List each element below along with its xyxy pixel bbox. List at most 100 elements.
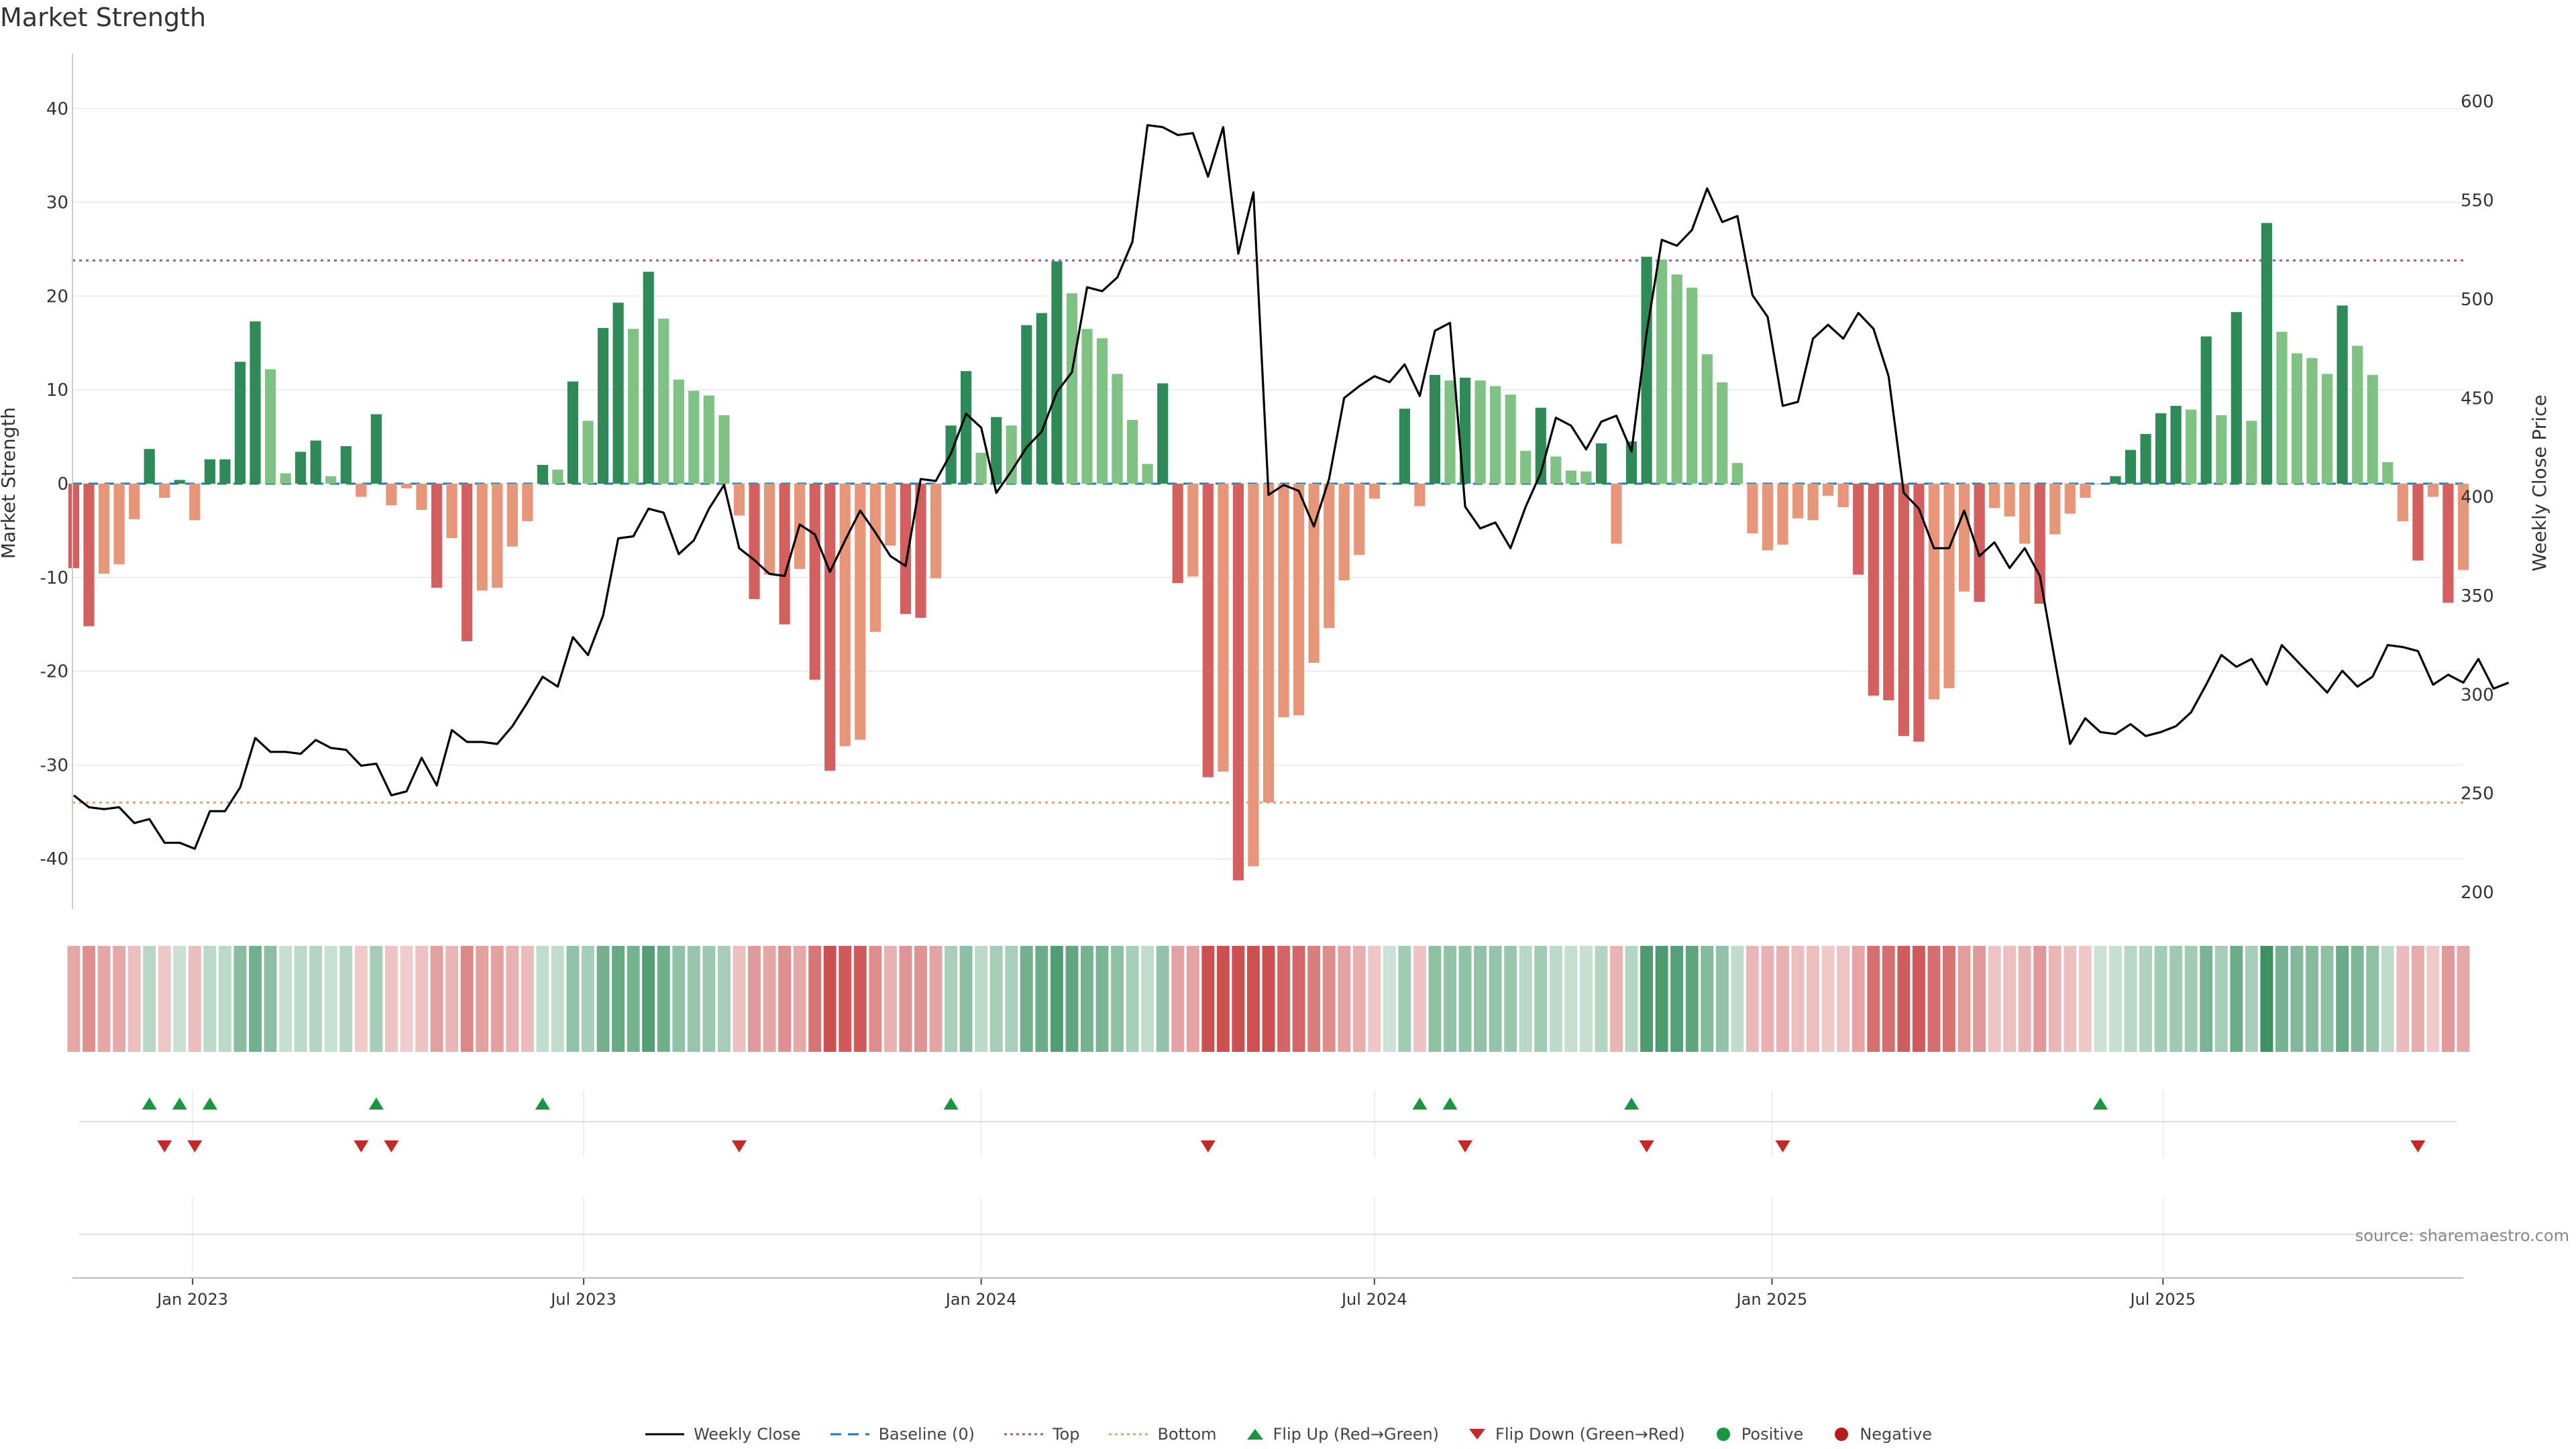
heat-cell — [702, 946, 716, 1052]
heat-cell — [1368, 946, 1381, 1052]
heat-cell — [1731, 946, 1744, 1052]
bar — [2231, 312, 2242, 484]
bar — [250, 321, 261, 484]
heat-cell — [1595, 946, 1608, 1052]
flip-down-marker — [384, 1140, 399, 1152]
y-left-tick-label: 20 — [46, 286, 68, 307]
bar — [703, 395, 714, 484]
legend-item-positive[interactable]: Positive — [1713, 1425, 1803, 1444]
bar — [961, 371, 972, 484]
flip-up-marker — [368, 1097, 384, 1110]
heat-cell — [249, 946, 262, 1052]
heat-cell — [339, 946, 353, 1052]
bar — [265, 369, 276, 484]
bar — [174, 480, 185, 484]
y-right-tick-label: 600 — [2461, 92, 2494, 112]
heat-cell — [2290, 946, 2304, 1052]
bar — [1399, 409, 1410, 484]
heat-cell — [2396, 946, 2410, 1052]
bar — [2322, 374, 2333, 484]
bar — [476, 484, 488, 591]
heat-cell — [158, 946, 171, 1052]
triangle-down-icon — [1467, 1427, 1487, 1442]
y-left-tick-label: -30 — [40, 755, 68, 775]
heat-cell — [853, 946, 867, 1052]
bar — [1006, 425, 1017, 484]
bar — [2034, 484, 2045, 604]
legend-item-weekly-close[interactable]: Weekly Close — [644, 1425, 801, 1444]
heat-cell — [233, 946, 247, 1052]
legend-item-baseline[interactable]: Baseline (0) — [829, 1425, 975, 1444]
heat-cell — [1141, 946, 1155, 1052]
heat-cell — [2320, 946, 2334, 1052]
heat-cell — [1352, 946, 1366, 1052]
bar — [2140, 433, 2151, 484]
bar — [446, 484, 458, 539]
bar — [1701, 354, 1713, 484]
heat-cell — [763, 946, 776, 1052]
legend-item-bottom[interactable]: Bottom — [1108, 1425, 1217, 1444]
heat-cell — [627, 946, 640, 1052]
bar — [1550, 456, 1562, 484]
bar — [1792, 484, 1804, 519]
bar — [1989, 484, 2000, 508]
heat-cell — [294, 946, 307, 1052]
bar — [1444, 380, 1456, 484]
heat-cell — [1851, 946, 1865, 1052]
bar — [628, 329, 639, 484]
bar — [733, 484, 745, 516]
bar — [1580, 471, 1592, 484]
bar — [763, 484, 775, 575]
dot-icon — [1713, 1427, 1733, 1442]
heat-cell — [127, 946, 141, 1052]
heat-cell — [354, 946, 368, 1052]
bar — [113, 484, 125, 565]
bar — [1883, 484, 1894, 700]
heat-cell — [1837, 946, 1850, 1052]
legend-item-flip-up[interactable]: Flip Up (Red→Green) — [1245, 1425, 1439, 1444]
bar — [1127, 419, 1138, 484]
legend-item-negative[interactable]: Negative — [1831, 1425, 1932, 1444]
heat-cell — [1791, 946, 1805, 1052]
bar — [1308, 484, 1320, 663]
heat-cell — [370, 946, 383, 1052]
dash-icon — [829, 1427, 871, 1442]
legend-item-flip-down[interactable]: Flip Down (Green→Red) — [1467, 1425, 1685, 1444]
bar — [2352, 345, 2363, 484]
heat-cell — [672, 946, 686, 1052]
y-left-tick-label: 40 — [46, 99, 68, 119]
heat-cell — [1610, 946, 1623, 1052]
bar — [2397, 484, 2408, 521]
heat-cell — [899, 946, 912, 1052]
heat-cell — [2048, 946, 2061, 1052]
y-right-tick-label: 300 — [2461, 685, 2494, 705]
bar — [2261, 223, 2272, 484]
bar — [975, 452, 987, 484]
bar — [900, 484, 911, 614]
flip-down-marker — [2410, 1140, 2426, 1152]
heat-cell — [2426, 946, 2440, 1052]
heat-cell — [2139, 946, 2152, 1052]
flip-up-marker — [1442, 1097, 1458, 1110]
bar — [1157, 383, 1169, 484]
bar — [597, 327, 609, 484]
flip-markers — [79, 1097, 2457, 1235]
heat-cell — [400, 946, 413, 1052]
heat-cell — [1670, 946, 1684, 1052]
flip-up-marker — [142, 1097, 157, 1110]
heat-cell — [1897, 946, 1911, 1052]
bar — [1807, 484, 1819, 521]
bar — [1731, 463, 1743, 484]
heat-cell — [551, 946, 564, 1052]
bar — [1021, 325, 1032, 484]
flip-down-marker — [1458, 1140, 1473, 1152]
flip-up-marker — [1624, 1097, 1640, 1110]
legend-item-top[interactable]: Top — [1003, 1425, 1079, 1444]
bar — [2004, 484, 2015, 517]
heat-cell — [1262, 946, 1275, 1052]
bar — [1958, 484, 1970, 592]
heat-cell — [1927, 946, 1941, 1052]
bar — [582, 421, 594, 484]
bar — [869, 484, 881, 632]
